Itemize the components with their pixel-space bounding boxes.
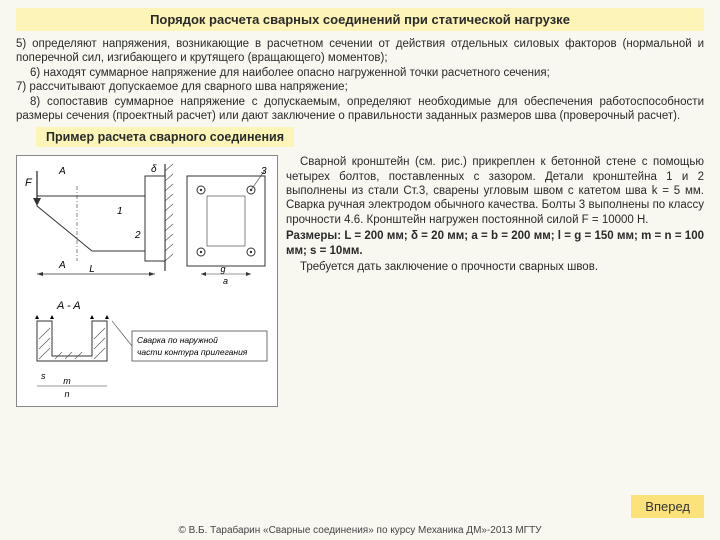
label-F: F [25, 177, 33, 189]
step-7: 7) рассчитывают допускаемое для сварного… [16, 80, 704, 94]
label-A-bot: A [58, 260, 66, 271]
label-2: 2 [134, 230, 141, 241]
example-subtitle: Пример расчета сварного соединения [36, 127, 294, 147]
label-A-top: A [58, 166, 66, 177]
step-5: 5) определяют напряжения, возникающие в … [16, 37, 704, 66]
label-g: g [220, 264, 225, 274]
label-AA: A - A [56, 300, 81, 312]
example-text: Сварной кронштейн (см. рис.) прикреплен … [286, 155, 704, 407]
forward-button[interactable]: Вперед [631, 495, 704, 518]
example-p2: Размеры: L = 200 мм; δ = 20 мм; a = b = … [286, 229, 704, 258]
label-1: 1 [117, 206, 123, 217]
example-p1: Сварной кронштейн (см. рис.) прикреплен … [286, 155, 704, 227]
bracket-diagram: F L δ A A 1 2 [16, 155, 278, 407]
copyright-footer: © В.Б. Тарабарин «Сварные соединения» по… [0, 525, 720, 536]
step-6: 6) находят суммарное напряжение для наиб… [16, 66, 704, 80]
page-title: Порядок расчета сварных соединений при с… [16, 8, 704, 31]
label-s: s [41, 371, 46, 381]
weld-note-l1: Сварка по наружной [137, 335, 218, 345]
example-p3: Требуется дать заключение о прочности св… [286, 260, 704, 274]
label-m: m [63, 376, 71, 386]
label-a: a [223, 276, 228, 286]
label-L: L [89, 264, 95, 275]
label-n: n [64, 389, 69, 399]
label-delta: δ [151, 164, 157, 175]
step-8: 8) сопоставив суммарное напряжение с доп… [16, 95, 704, 124]
procedure-text: 5) определяют напряжения, возникающие в … [16, 37, 704, 123]
weld-note-l2: части контура прилегания [137, 347, 248, 357]
